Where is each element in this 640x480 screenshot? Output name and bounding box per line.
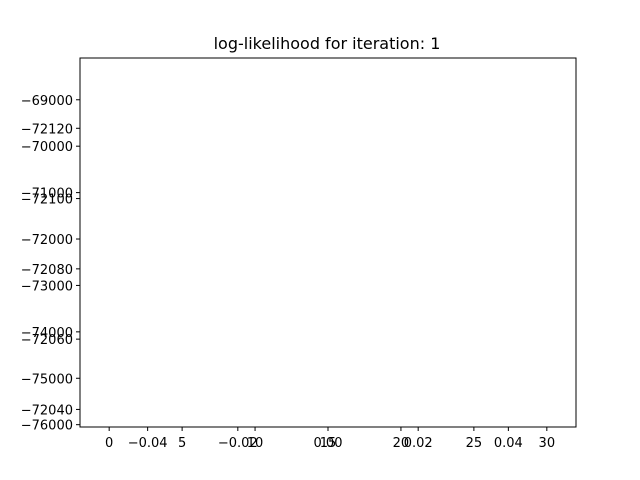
axis-a-y-tick-label: −76000	[21, 419, 73, 434]
axis-a-y-tick-label: −75000	[21, 372, 73, 387]
chart-title: log-likelihood for iteration: 1	[214, 34, 441, 53]
axis-a-x-tick-label: 10	[247, 436, 264, 451]
axis-a-y-tick-label: −69000	[21, 94, 73, 109]
axis-b-y-tick-label: −72040	[21, 403, 73, 418]
axis-a-x-tick-label: 30	[539, 436, 556, 451]
plot-frame	[79, 57, 577, 428]
axis-b-x-tick-label: 0.04	[494, 436, 523, 451]
axis-a-x-tick-label: 25	[466, 436, 483, 451]
axis-a-x-tick-label: 20	[393, 436, 410, 451]
axis-a-y-tick-label: −73000	[21, 279, 73, 294]
axis-a-x-tick-label: 5	[178, 436, 186, 451]
axis-b-y-tick-label: −72080	[21, 263, 73, 278]
axis-b-y-tick-label: −72060	[21, 333, 73, 348]
axis-b-x-tick-label: 0.02	[404, 436, 433, 451]
axis-a-y-tick-label: −74000	[21, 326, 73, 341]
axis-b-y-tick-label: −72100	[21, 193, 73, 208]
tick-layer: 0 5 10 15 20 25 30 −69000 −70000 −71000 −72000 −730…	[21, 94, 555, 451]
axis-b-x-tick-label: 0.00	[314, 436, 343, 451]
axis-a-x-tick-label: 0	[105, 436, 113, 451]
axis-a-x-tick-label: 15	[320, 436, 337, 451]
axis-a-y-tick-label: −70000	[21, 140, 73, 155]
axis-b-y-tick-label: −72120	[21, 122, 73, 137]
axis-a-y-tick-label: −72000	[21, 233, 73, 248]
axis-a-y-tick-label: −71000	[21, 187, 73, 202]
axis-b-x-tick-label: −0.02	[218, 436, 258, 451]
axis-b-x-tick-label: −0.04	[128, 436, 168, 451]
